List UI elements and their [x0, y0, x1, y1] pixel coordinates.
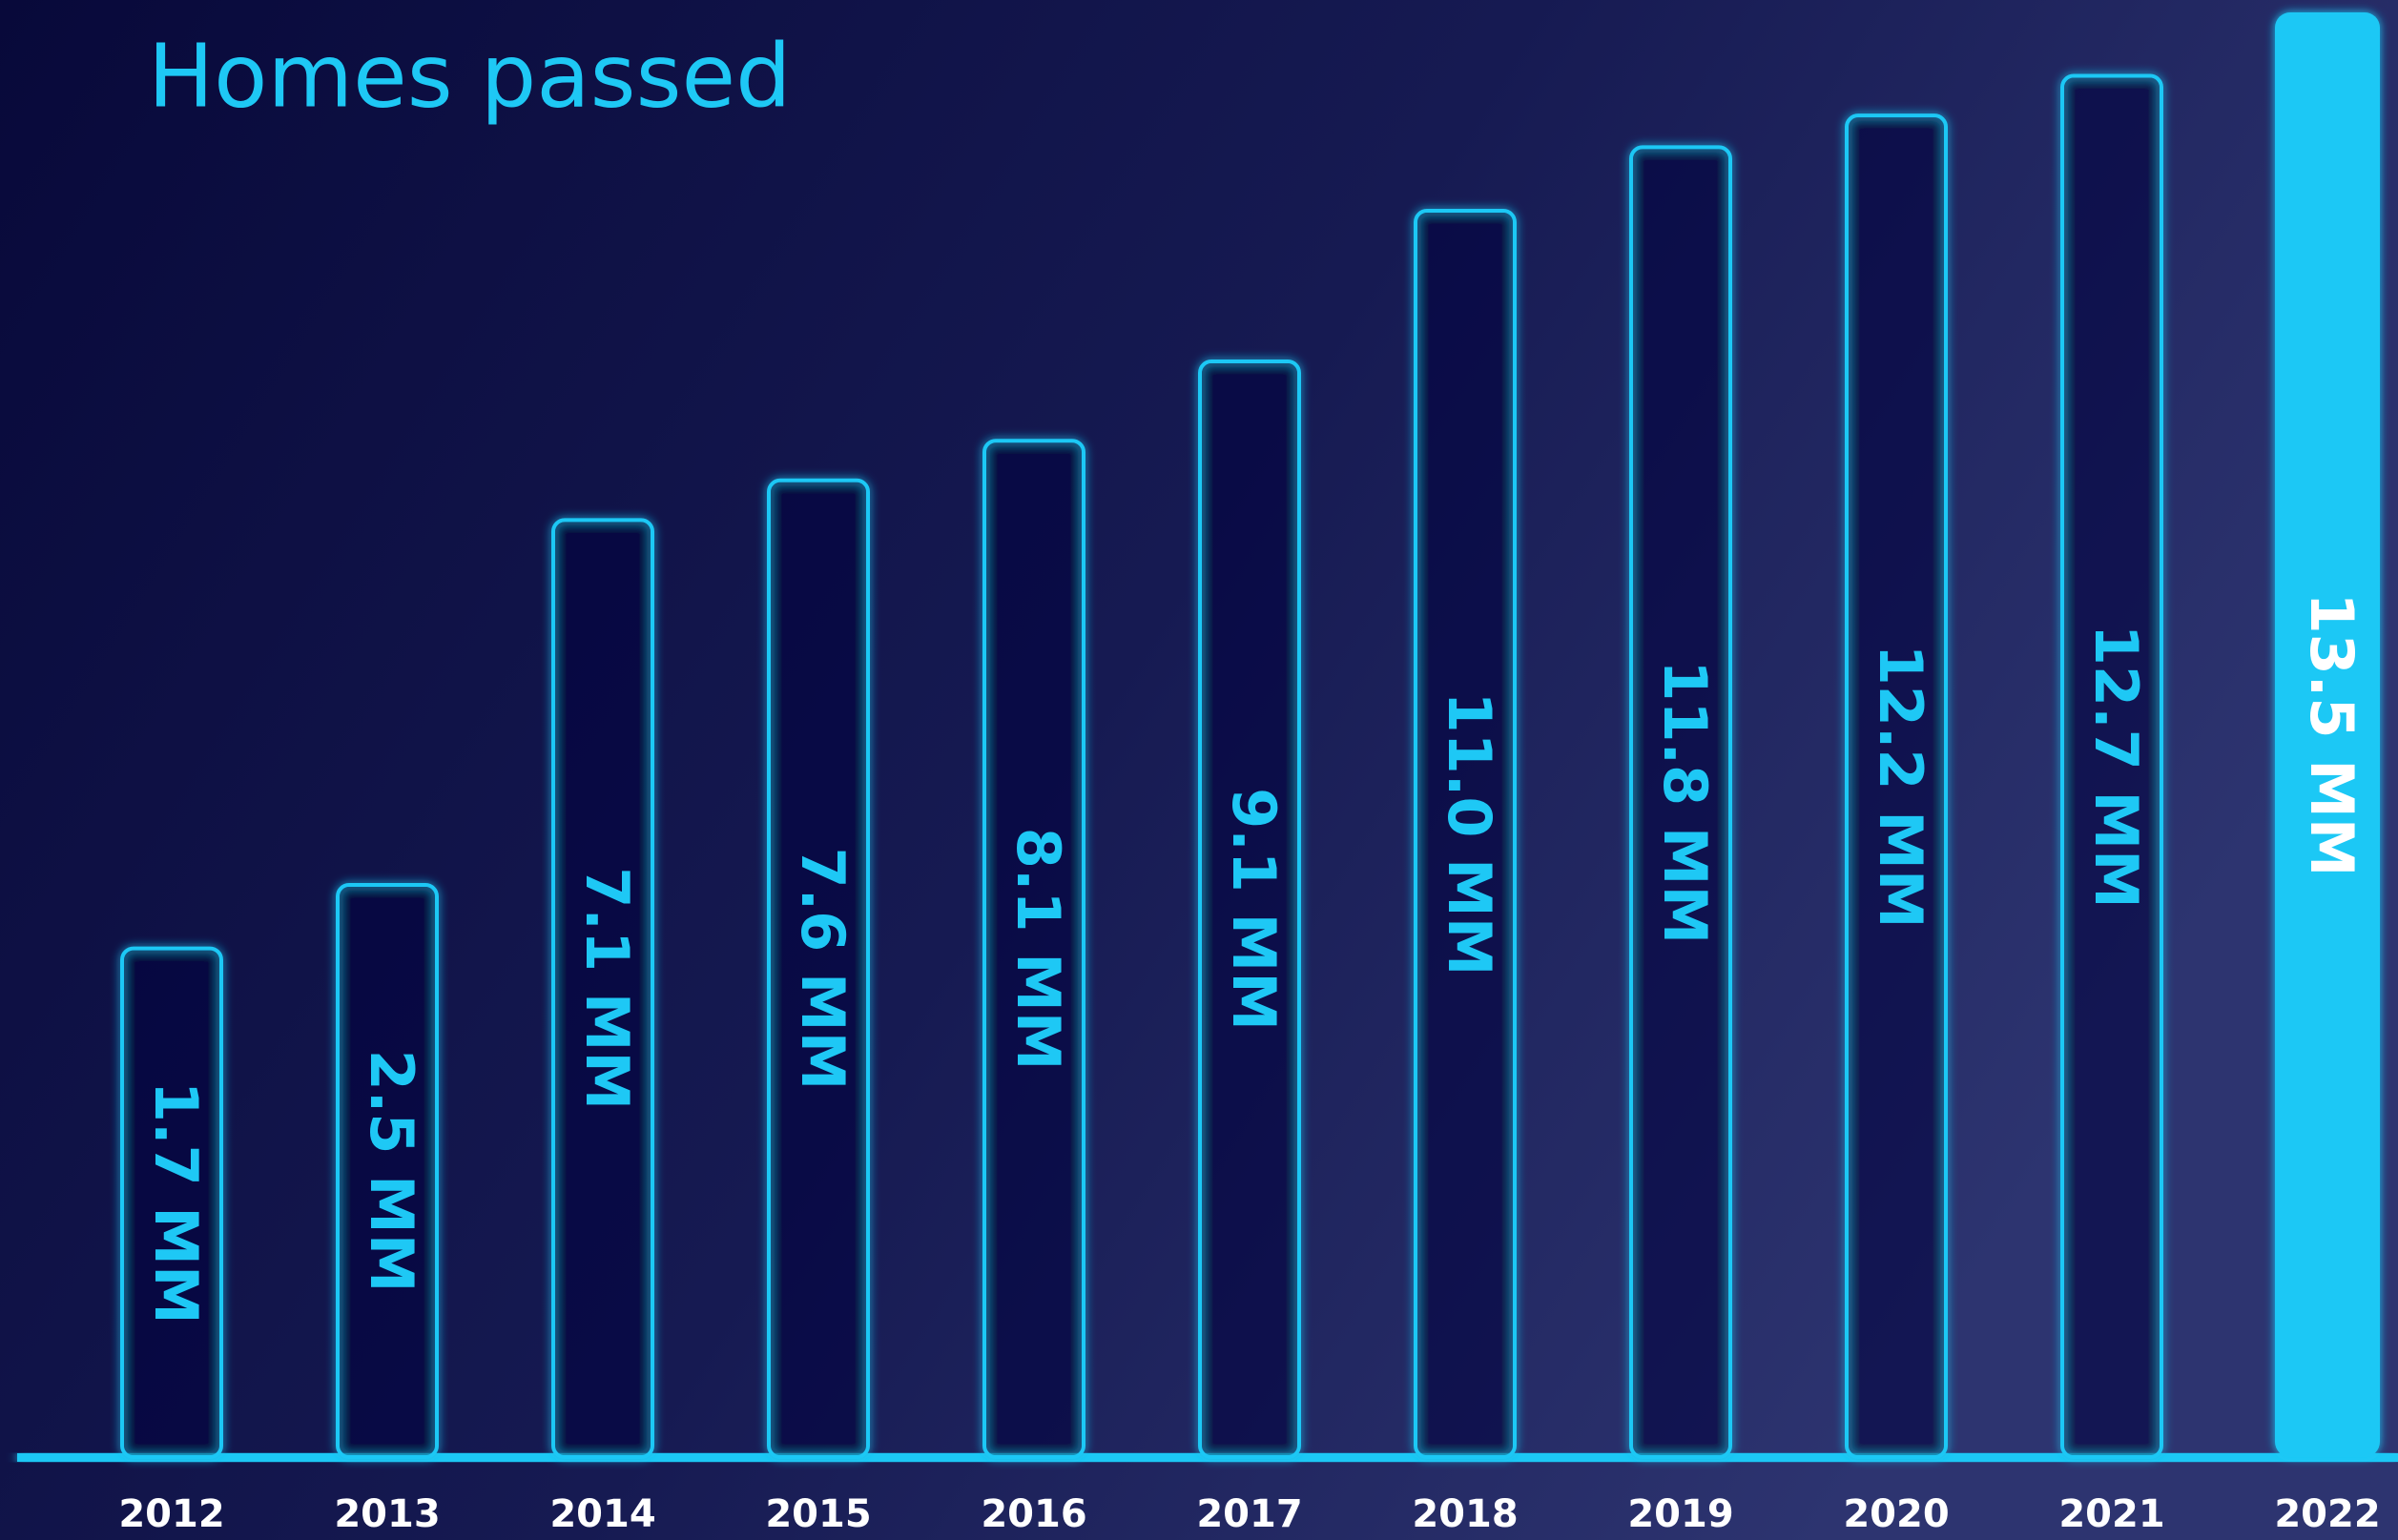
- chart: Homes passed 1.7 MM 2012 2.5 MM 2013 7.1 MM 2…: [0, 0, 2398, 1540]
- value-label: 2.5 MM: [357, 1050, 426, 1293]
- value-label: 1.7 MM: [141, 1081, 211, 1324]
- x-tick-label: 2022: [2274, 1492, 2380, 1536]
- x-tick-label: 2020: [1843, 1492, 1949, 1536]
- chart-title: Homes passed: [148, 25, 792, 127]
- x-tick-label: 2018: [1412, 1492, 1518, 1536]
- value-label: 7.6 MM: [788, 847, 858, 1090]
- value-label: 13.5 MM: [2297, 593, 2367, 877]
- x-tick-label: 2019: [1627, 1492, 1733, 1536]
- value-label: 11.8 MM: [1650, 660, 1720, 944]
- x-tick-label: 2014: [549, 1492, 655, 1536]
- x-tick-label: 2017: [1196, 1492, 1302, 1536]
- value-label: 12.2 MM: [1866, 645, 1935, 929]
- value-label: 11.0 MM: [1435, 692, 1504, 976]
- x-tick-label: 2015: [765, 1492, 871, 1536]
- x-tick-label: 2013: [334, 1492, 440, 1536]
- x-tick-label: 2021: [2058, 1492, 2164, 1536]
- value-label: 8.1 MM: [1003, 828, 1073, 1071]
- value-label: 7.1 MM: [572, 867, 642, 1110]
- value-label: 12.7 MM: [2081, 625, 2151, 909]
- x-tick-label: 2016: [981, 1492, 1086, 1536]
- x-tick-label: 2012: [118, 1492, 224, 1536]
- page: {"chart_data": { "type": "bar", "title":…: [0, 0, 2398, 1540]
- value-label: 9.1 MM: [1219, 788, 1289, 1031]
